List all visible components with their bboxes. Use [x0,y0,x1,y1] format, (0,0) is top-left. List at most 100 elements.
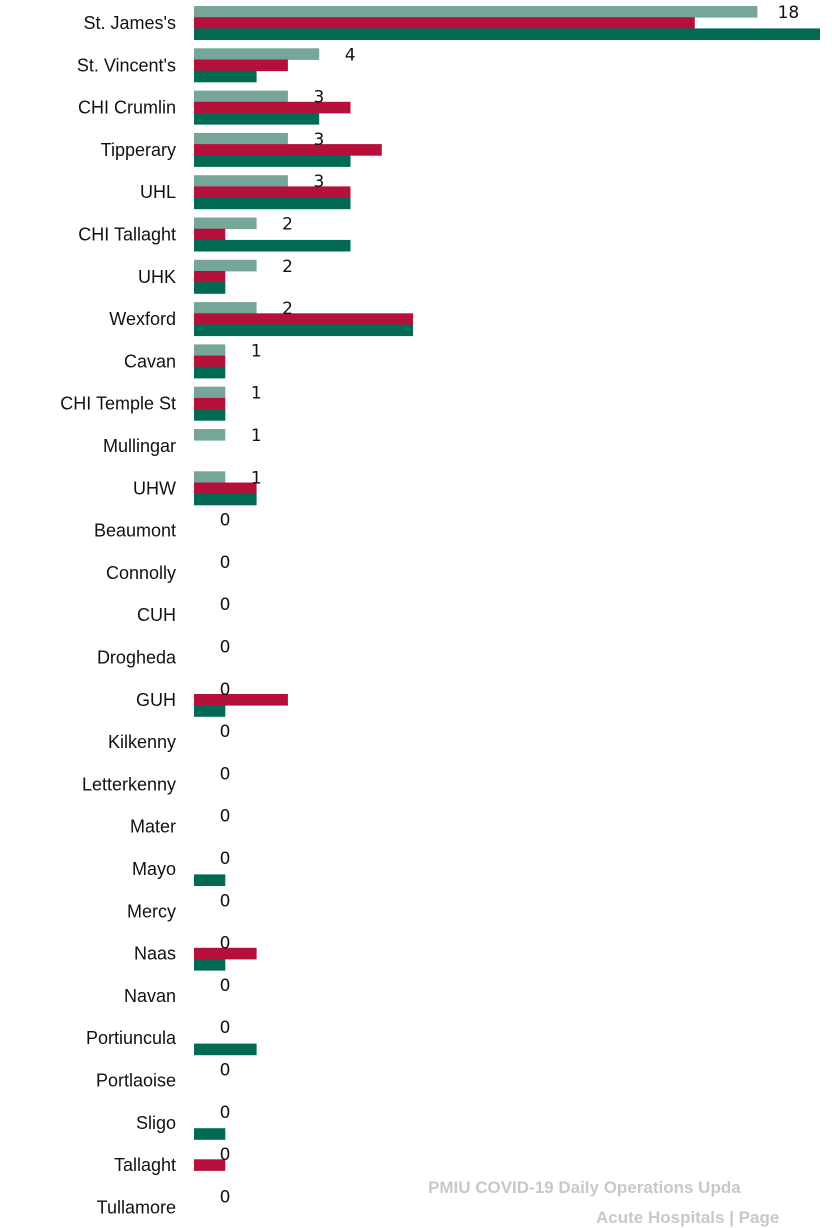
category-label-tipperary: Tipperary [101,140,176,160]
bar-st-vincent-s-series-3 [194,70,257,83]
category-label-kilkenny: Kilkenny [108,732,176,752]
data-label-tipperary: 3 [313,130,324,150]
bar-guh-series-2 [194,694,288,706]
bar-naas-series-2 [194,947,257,960]
category-label-chi-crumlin: CHI Crumlin [78,98,176,118]
bar-cavan-series-3 [194,366,226,379]
bar-uhk-series-3 [194,282,226,294]
category-label-wexford: Wexford [109,309,176,329]
bar-st-vincent-s-series-1 [194,48,320,60]
bar-tipperary-series-2 [194,144,382,156]
footer-line-1: PMIU COVID-19 Daily Operations Upda [428,1178,741,1197]
bar-uhw-series-3 [194,493,257,506]
category-label-cuh: CUH [137,605,176,625]
bar-cavan-series-2 [194,355,226,368]
data-label-navan: 0 [220,976,231,996]
bar-chi-crumlin-series-1 [194,90,288,103]
category-label-mater: Mater [130,817,176,837]
category-label-chi-temple-st: CHI Temple St [60,394,176,414]
bar-wexford-series-3 [194,324,414,337]
data-label-tullamore: 0 [220,1187,231,1207]
bar-portiuncula-series-3 [194,1043,257,1056]
category-label-letterkenny: Letterkenny [82,774,176,794]
category-label-navan: Navan [124,986,176,1006]
data-label-cavan: 1 [251,341,262,361]
bar-mayo-series-3 [194,874,226,886]
bar-chi-temple-st-series-1 [194,386,226,399]
bar-st-james-s-series-1 [194,6,758,18]
category-label-mullingar: Mullingar [103,436,176,456]
data-label-st-vincent-s: 4 [345,45,356,65]
bar-guh-series-3 [194,705,226,717]
data-label-mayo: 0 [220,849,231,869]
data-label-letterkenny: 0 [220,764,231,784]
data-label-mater: 0 [220,807,231,827]
bar-mullingar-series-1 [194,429,226,441]
data-label-mercy: 0 [220,891,231,911]
category-label-mayo: Mayo [132,859,176,879]
category-label-uhl: UHL [140,182,176,202]
bar-tipperary-series-1 [194,132,288,145]
data-label-cuh: 0 [220,595,231,615]
bar-uhw-series-2 [194,482,257,495]
bar-chi-tallaght-series-1 [194,217,257,230]
data-label-kilkenny: 0 [220,722,231,742]
data-label-drogheda: 0 [220,638,231,658]
data-label-mullingar: 1 [251,426,262,446]
bar-chi-temple-st-series-2 [194,397,226,410]
bar-chi-temple-st-series-3 [194,409,226,421]
bar-naas-series-3 [194,959,226,971]
bar-cavan-series-1 [194,344,226,356]
category-label-portiuncula: Portiuncula [86,1028,177,1048]
bar-uhk-series-2 [194,271,226,283]
data-label-uhl: 3 [313,172,324,192]
bar-uhk-series-1 [194,259,257,272]
category-label-naas: Naas [134,944,176,964]
bar-st-vincent-s-series-2 [194,59,288,72]
data-label-beaumont: 0 [220,511,231,531]
category-label-uhk: UHK [138,267,176,287]
bar-tallaght-series-2 [194,1159,226,1171]
data-label-portiuncula: 0 [220,1018,231,1038]
bar-st-james-s-series-3 [194,28,820,40]
data-label-wexford: 2 [282,299,293,319]
data-label-uhw: 1 [251,468,262,488]
data-label-st-james-s: 18 [778,3,800,23]
data-label-guh: 0 [220,680,231,700]
bar-uhw-series-1 [194,471,226,483]
data-label-chi-crumlin: 3 [313,88,324,108]
bar-chi-crumlin-series-2 [194,101,351,114]
category-label-st-vincent-s: St. Vincent's [77,55,176,75]
category-label-guh: GUH [136,690,176,710]
data-label-naas: 0 [220,934,231,954]
data-label-tallaght: 0 [220,1145,231,1165]
bar-st-james-s-series-2 [194,17,695,29]
footer-line-2: Acute Hospitals | Page [596,1208,780,1227]
data-label-connolly: 0 [220,553,231,573]
bar-uhl-series-3 [194,197,351,210]
bar-tipperary-series-3 [194,155,351,167]
bar-uhl-series-2 [194,186,351,198]
category-label-portlaoise: Portlaoise [96,1071,176,1091]
category-label-connolly: Connolly [106,563,176,583]
data-label-sligo: 0 [220,1103,231,1123]
category-label-uhw: UHW [133,478,176,498]
category-label-st-james-s: St. James's [84,13,176,33]
data-label-portlaoise: 0 [220,1061,231,1081]
category-label-tullamore: Tullamore [97,1197,176,1217]
bar-chi-tallaght-series-3 [194,239,351,252]
category-label-sligo: Sligo [136,1113,176,1133]
bar-wexford-series-1 [194,302,257,314]
data-label-uhk: 2 [282,257,293,277]
data-label-chi-temple-st: 1 [251,384,262,404]
category-label-drogheda: Drogheda [97,648,177,668]
bar-sligo-series-3 [194,1128,226,1140]
bar-uhl-series-1 [194,175,288,187]
bar-chi-crumlin-series-3 [194,113,320,125]
bar-wexford-series-2 [194,313,414,325]
data-label-chi-tallaght: 2 [282,215,293,235]
category-label-mercy: Mercy [127,901,176,921]
category-label-cavan: Cavan [124,351,176,371]
category-label-beaumont: Beaumont [94,521,176,541]
